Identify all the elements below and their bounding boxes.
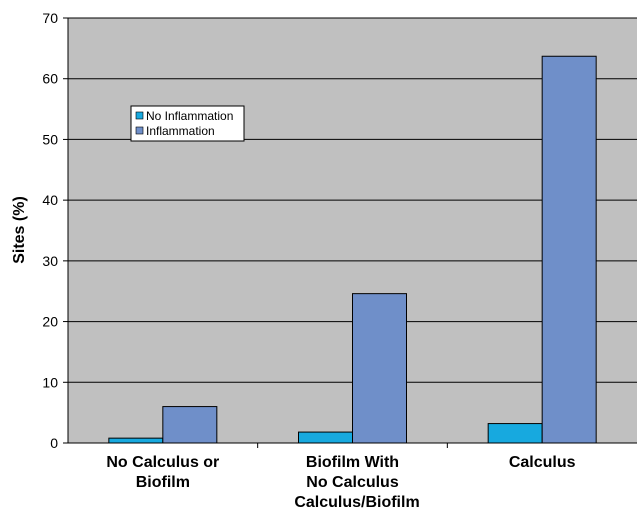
legend: No Inflammation Inflammation: [130, 105, 245, 142]
bar-inflammation: [352, 293, 407, 444]
y-tick-label: 0: [50, 435, 58, 451]
bar-inflammation: [541, 55, 597, 444]
bar-inflammation: [162, 406, 218, 444]
x-category-label: Biofilm With: [306, 454, 399, 471]
legend-swatch-no-inflammation: [135, 111, 144, 120]
bar-no-inflammation: [298, 431, 353, 444]
x-category-label: No Calculus or: [106, 454, 219, 471]
x-category-label: Calculus: [509, 454, 576, 471]
x-category-labels: No Calculus or Biofilm Biofilm With No Calc…: [106, 443, 576, 491]
legend-box: [130, 105, 245, 142]
legend-swatch-inflammation: [135, 126, 144, 135]
y-tick-label: 50: [42, 131, 58, 147]
y-axis-title: Sites (%): [11, 196, 28, 264]
axes: [67, 18, 637, 444]
bar-no-inflammation: [487, 423, 543, 444]
x-category-label: No Calculus: [306, 474, 399, 491]
bars: [108, 55, 597, 444]
legend-label-inflammation: Inflammation: [146, 124, 215, 138]
x-axis-title: Calculus/Biofilm: [294, 494, 419, 511]
y-tick-label: 30: [42, 253, 58, 269]
x-category-label: Biofilm: [136, 474, 190, 491]
y-tick-label: 40: [42, 192, 58, 208]
y-tick-label: 70: [42, 10, 58, 26]
y-tick-label: 20: [42, 314, 58, 330]
legend-label-no-inflammation: No Inflammation: [146, 109, 233, 123]
y-ticks: 0 10 20 30 40 50 60 70: [42, 10, 68, 451]
y-tick-label: 10: [42, 374, 58, 390]
bar-no-inflammation: [108, 437, 164, 444]
y-tick-label: 60: [42, 71, 58, 87]
